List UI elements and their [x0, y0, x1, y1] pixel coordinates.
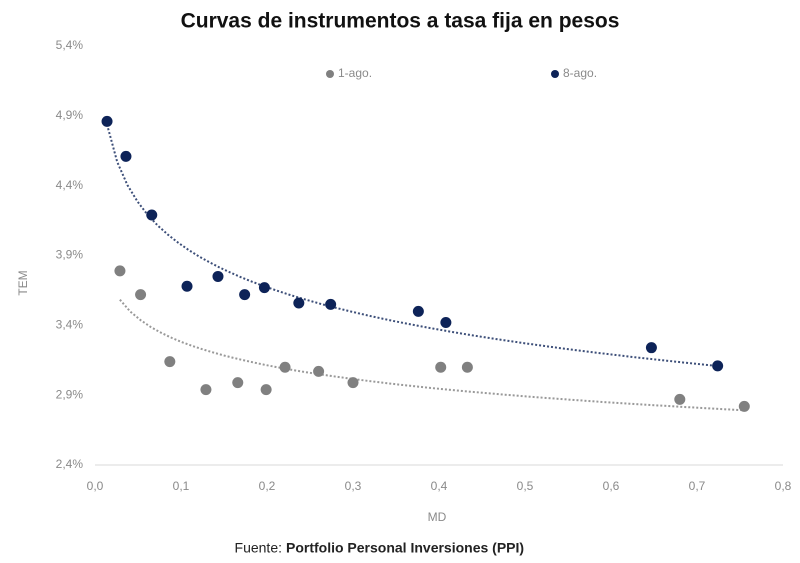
- point: [325, 298, 337, 310]
- point: [239, 289, 251, 301]
- point: [674, 393, 686, 405]
- y-tick-label: 3,4%: [56, 318, 84, 332]
- y-tick-label: 4,9%: [56, 108, 84, 122]
- point: [712, 360, 724, 372]
- legend-label: 1-ago.: [338, 66, 372, 80]
- point: [120, 150, 132, 162]
- point: [200, 384, 212, 396]
- point: [135, 289, 147, 301]
- x-tick-label: 0,1: [173, 479, 190, 493]
- point: [260, 384, 272, 396]
- y-tick-label: 3,9%: [56, 248, 84, 262]
- point: [232, 377, 244, 389]
- y-axis-label: TEM: [16, 270, 30, 295]
- source: Portfolio Personal Inversiones (PPI): [286, 540, 524, 556]
- legend-marker: [326, 70, 334, 78]
- point: [279, 361, 291, 373]
- point: [258, 282, 270, 294]
- x-tick-label: 0,6: [603, 479, 620, 493]
- legend-label: 8-ago.: [563, 66, 597, 80]
- point: [435, 361, 447, 373]
- x-tick-label: 0,3: [345, 479, 362, 493]
- y-tick-label: 4,4%: [56, 178, 84, 192]
- point: [212, 270, 224, 282]
- point: [738, 400, 750, 412]
- point: [461, 361, 473, 373]
- source-prefix: Fuente:: [235, 540, 282, 556]
- point: [313, 365, 325, 377]
- point: [146, 209, 158, 221]
- x-tick-label: 0,0: [87, 479, 104, 493]
- x-axis-label: MD: [428, 510, 447, 524]
- trend-line: [106, 124, 718, 367]
- y-tick-label: 2,4%: [56, 457, 84, 471]
- x-tick-label: 0,8: [775, 479, 792, 493]
- point: [293, 297, 305, 309]
- legend-marker: [551, 70, 559, 78]
- chart-title: Curvas de instrumentos a tasa fija en pe…: [181, 10, 620, 33]
- x-tick-label: 0,7: [689, 479, 706, 493]
- point: [114, 265, 126, 277]
- y-tick-label: 2,9%: [56, 387, 84, 401]
- point: [181, 280, 193, 292]
- point: [164, 356, 176, 368]
- x-tick-label: 0,4: [431, 479, 448, 493]
- x-tick-label: 0,2: [259, 479, 276, 493]
- trend-line: [119, 299, 745, 412]
- x-tick-label: 0,5: [517, 479, 534, 493]
- point: [347, 377, 359, 389]
- point: [101, 115, 113, 127]
- y-tick-label: 5,4%: [56, 38, 84, 52]
- point: [645, 342, 657, 354]
- point: [440, 317, 452, 329]
- point: [412, 305, 424, 317]
